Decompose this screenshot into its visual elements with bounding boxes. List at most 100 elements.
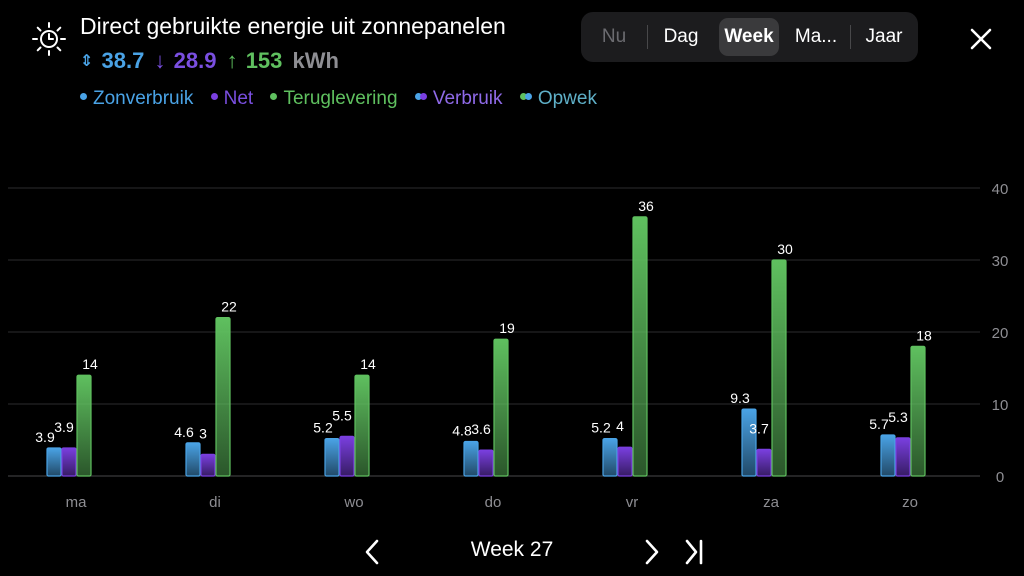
data-label: 9.3 [730,390,750,406]
period-selector: Nu Dag Week Ma... Jaar [581,12,918,62]
legend-label: Teruglevering [283,88,398,109]
week-label: Week 27 [470,538,554,561]
bar-zonverbruik[interactable] [324,437,340,477]
bar-net[interactable] [895,437,911,477]
tab-separator [850,25,851,49]
bar-zonverbruik[interactable] [880,434,896,477]
bar-teruglevering[interactable] [76,374,92,477]
tab-separator [647,25,648,49]
data-label: 5.2 [313,420,333,436]
tab-week[interactable]: Week [719,18,779,56]
data-label: 4.6 [174,424,194,440]
legend-dot-icon [270,93,278,101]
legend-item-net[interactable]: Net [210,88,254,110]
bar-net[interactable] [478,449,494,477]
solar-usage-stat: ⇕ 38.7 [80,48,146,73]
legend-double-dot-icon [519,93,532,101]
data-label: 3.7 [749,420,769,436]
stats-row: ⇕ 38.7 ↓ 28.9 ↑ 153 kWh [80,48,341,74]
last-week-button[interactable] [680,534,710,570]
page-title: Direct gebruikte energie uit zonnepanele… [80,13,506,39]
data-label: 14 [360,356,376,372]
bar-teruglevering[interactable] [215,317,231,477]
up-arrow-icon: ↑ [226,48,238,73]
skip-to-end-icon [685,539,703,565]
x-tick-label: wo [343,494,363,511]
x-tick-label: vr [626,494,639,511]
return-stat: ↑ 153 [227,48,285,73]
data-label: 22 [221,299,237,315]
data-label: 5.7 [869,416,889,432]
tab-nu[interactable]: Nu [601,26,627,47]
chevron-right-icon [645,539,659,565]
solar-clock-icon [30,20,68,58]
x-tick-label: do [485,494,502,511]
legend-label: Opwek [537,88,597,109]
y-tick-label: 20 [992,325,1009,342]
legend-item-teruglevering[interactable]: Teruglevering [270,88,398,110]
bar-net[interactable] [61,447,77,477]
data-label: 3.6 [471,421,491,437]
tab-jaar[interactable]: Jaar [865,26,903,47]
bar-net[interactable] [617,446,633,477]
y-tick-label: 10 [992,397,1009,414]
bar-zonverbruik[interactable] [741,408,757,477]
next-week-button[interactable] [636,534,666,570]
x-tick-label: ma [66,494,87,511]
bar-teruglevering[interactable] [354,374,370,477]
legend-item-opwek[interactable]: Opwek [519,88,597,110]
bar-zonverbruik[interactable] [463,440,479,477]
legend: Zonverbruik Net Teruglevering Verbruik O… [80,88,609,110]
legend-label: Net [223,88,254,109]
previous-week-button[interactable] [358,534,388,570]
down-arrow-icon: ↓ [154,48,166,73]
legend-dot-icon [80,93,87,101]
chevron-left-icon [365,539,379,565]
close-icon[interactable] [966,24,996,54]
legend-item-verbruik[interactable]: Verbruik [414,88,503,110]
data-label: 3 [199,425,207,441]
legend-item-zonverbruik[interactable]: Zonverbruik [80,88,193,110]
bar-zonverbruik[interactable] [46,447,62,477]
y-tick-label: 40 [992,181,1009,198]
legend-double-dot-icon [414,93,427,101]
unit-label: kWh [292,48,339,73]
bar-zonverbruik[interactable] [185,442,201,477]
x-tick-label: za [763,494,780,511]
x-tick-label: zo [902,494,918,511]
data-label: 5.3 [888,409,908,425]
bar-teruglevering[interactable] [632,216,648,477]
updown-arrow-icon: ⇕ [80,53,94,70]
bar-zonverbruik[interactable] [602,437,618,477]
data-label: 5.5 [332,407,352,423]
data-label: 19 [499,320,515,336]
bar-teruglevering[interactable] [493,338,509,477]
data-label: 36 [638,198,654,214]
legend-dot-icon [210,93,218,101]
legend-label: Verbruik [432,88,503,109]
bar-teruglevering[interactable] [910,345,926,477]
data-label: 3.9 [35,429,55,445]
grid-usage-value: 28.9 [173,48,217,73]
bar-net[interactable] [339,435,355,477]
data-label: 4.8 [452,422,472,438]
data-label: 30 [777,241,793,257]
x-tick-label: di [209,494,221,511]
y-tick-label: 0 [996,469,1004,486]
return-value: 153 [245,48,283,73]
data-label: 5.2 [591,420,611,436]
grid-usage-stat: ↓ 28.9 [154,48,218,73]
legend-label: Zonverbruik [93,88,194,109]
tab-dag[interactable]: Dag [663,26,699,47]
tab-maand[interactable]: Ma... [794,26,838,47]
data-label: 4 [616,418,624,434]
data-label: 14 [82,356,98,372]
data-label: 18 [916,327,932,343]
y-tick-label: 30 [992,253,1009,270]
solar-usage-value: 38.7 [101,48,145,73]
bar-net[interactable] [756,448,772,477]
bar-teruglevering[interactable] [771,259,787,477]
data-label: 3.9 [54,419,74,435]
bar-net[interactable] [200,453,216,477]
